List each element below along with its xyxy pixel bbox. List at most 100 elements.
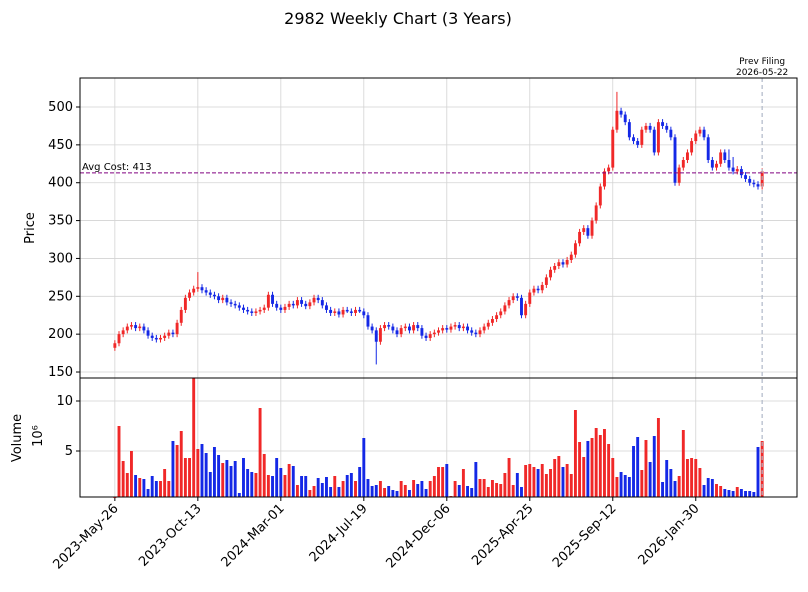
volume-bar	[752, 492, 756, 497]
volume-bar	[179, 431, 183, 497]
candle-body	[312, 297, 316, 303]
candle-body	[744, 175, 748, 179]
volume-bar	[237, 493, 241, 497]
y-tick-label: 300	[48, 251, 73, 266]
volume-bar	[287, 464, 291, 497]
volume-bar	[271, 476, 274, 497]
volume-bar	[329, 487, 333, 497]
volume-bar	[482, 479, 486, 497]
volume-bar	[706, 478, 710, 497]
volume-bar	[540, 464, 544, 497]
volume-bar	[594, 428, 598, 497]
volume-bar	[416, 484, 420, 497]
candle-body	[416, 325, 420, 329]
volume-bar	[719, 486, 723, 497]
candle-body	[208, 292, 212, 295]
candle-body	[283, 306, 287, 310]
candle-body	[233, 303, 237, 306]
volume-bar	[192, 378, 196, 497]
volume-bar	[337, 487, 341, 497]
candle-body	[486, 322, 490, 327]
volume-bar	[760, 441, 764, 497]
candle-body	[179, 309, 183, 323]
candle-body	[578, 231, 582, 244]
volume-bar	[478, 479, 482, 497]
volume-bar	[661, 482, 665, 497]
candle-body	[171, 332, 175, 335]
volume-bar	[275, 458, 279, 497]
candle-body	[183, 297, 187, 310]
candle-body	[573, 243, 577, 255]
candle-body	[399, 328, 403, 335]
candle-body	[478, 330, 482, 335]
x-tick-label: 2025-Apr-25	[469, 501, 536, 568]
volume-bar	[619, 472, 623, 497]
candle-body	[727, 160, 731, 168]
candle-body	[279, 307, 283, 310]
volume-bar	[731, 491, 735, 497]
candle-body	[138, 326, 142, 329]
volume-bar	[387, 486, 391, 497]
volume-bar	[167, 481, 171, 497]
volume-bar	[341, 481, 345, 497]
candle-body	[648, 125, 652, 130]
volume-bar	[441, 467, 445, 497]
volume-bar	[623, 475, 627, 497]
volume-bar	[129, 451, 133, 497]
candle-body	[412, 325, 416, 331]
candle-body	[482, 326, 486, 331]
volume-bar	[615, 477, 619, 497]
volume-bar	[229, 466, 233, 497]
candle-body	[408, 326, 411, 331]
volume-bar	[524, 465, 528, 497]
volume-bar	[362, 438, 366, 497]
volume-bar	[217, 455, 221, 497]
candle-body	[403, 326, 407, 329]
candle-body	[723, 152, 727, 161]
volume-bar	[383, 488, 387, 497]
candle-body	[237, 305, 241, 308]
candle-body	[627, 122, 631, 138]
candle-body	[308, 302, 312, 307]
volume-bar	[532, 467, 536, 497]
candle-body	[204, 290, 208, 293]
candle-body	[461, 326, 465, 329]
volume-bar	[188, 458, 191, 497]
candle-body	[229, 302, 233, 304]
candle-body	[710, 160, 714, 168]
volume-bar	[578, 442, 582, 497]
volume-bar	[250, 472, 254, 497]
volume-bar	[549, 469, 552, 497]
volume-bar	[748, 491, 752, 497]
candle-body	[466, 326, 469, 331]
volume-bar	[453, 481, 457, 497]
volume-bar	[565, 464, 569, 497]
x-tick-label: 2023-May-26	[51, 501, 122, 572]
candle-body	[266, 294, 270, 308]
volume-bar	[490, 480, 494, 497]
volume-bar	[225, 460, 229, 497]
volume-bar	[457, 485, 461, 497]
volume-bar	[507, 458, 511, 497]
volume-bar	[652, 436, 656, 497]
candle-body	[358, 309, 362, 312]
candle-body	[503, 305, 507, 312]
volume-bar	[354, 481, 357, 497]
volume-bar	[258, 408, 262, 497]
candle-body	[619, 110, 623, 115]
candle-body	[661, 122, 665, 126]
volume-bar	[702, 485, 706, 497]
candle-body	[686, 152, 689, 161]
volume-bar	[690, 458, 694, 497]
x-tick-label: 2024-Jul-19	[307, 501, 371, 565]
volume-bar	[665, 460, 669, 497]
volume-bar	[461, 469, 465, 497]
candle-body	[337, 311, 341, 315]
volume-bar	[470, 488, 474, 497]
candle-body	[175, 322, 179, 335]
volume-bar	[262, 454, 266, 497]
candle-body	[644, 125, 648, 130]
volume-bar	[503, 473, 507, 497]
candle-body	[271, 294, 274, 304]
volume-bar	[308, 490, 312, 497]
